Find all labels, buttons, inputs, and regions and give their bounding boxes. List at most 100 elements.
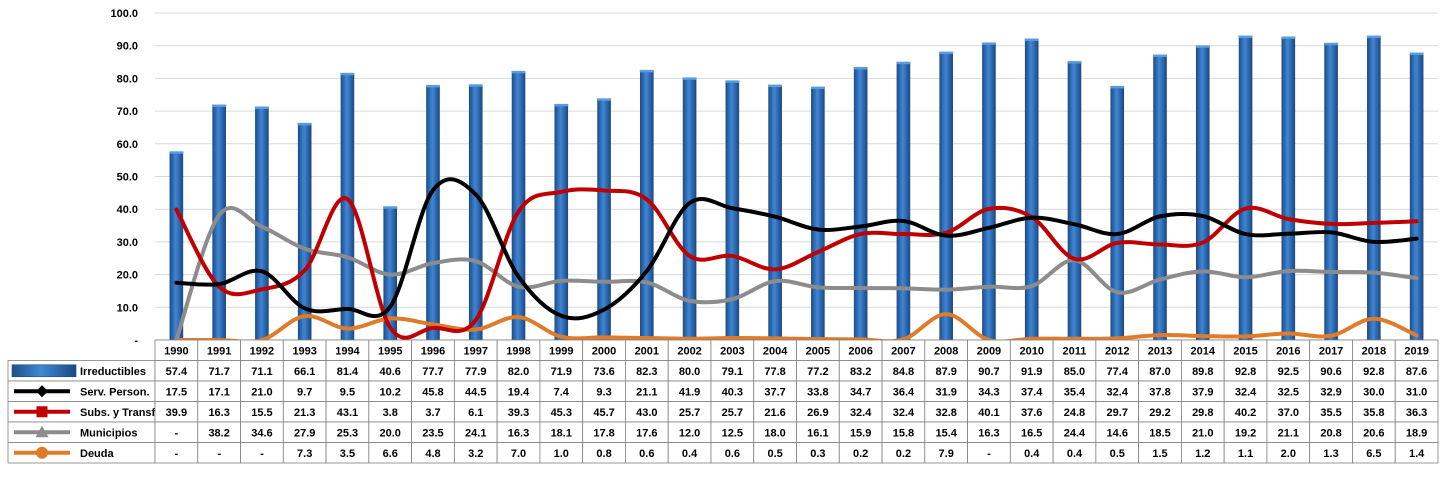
y-tick-label: 90.0 [117, 41, 138, 53]
x-category-label: 1994 [335, 345, 360, 357]
bar [1153, 55, 1167, 341]
series-line-serv-person- [174, 177, 1419, 321]
data-label: 19.4 [508, 386, 530, 398]
data-label: 80.0 [679, 366, 700, 378]
data-label: 25.3 [337, 427, 358, 439]
data-label: 45.3 [551, 407, 572, 419]
data-label: 27.9 [294, 427, 315, 439]
bar [169, 152, 184, 341]
data-label: 20.8 [1320, 427, 1341, 439]
data-label: 7.3 [297, 448, 312, 460]
bar-cap [340, 72, 355, 76]
bar-cap [1067, 61, 1082, 64]
data-label: 7.0 [511, 448, 526, 460]
data-label: - [175, 448, 179, 460]
bar-cap [810, 86, 825, 90]
data-label: 17.1 [208, 386, 229, 398]
legend-label: Irreductibles [80, 366, 146, 378]
data-label: 87.0 [1149, 366, 1170, 378]
data-label: 35.4 [1064, 386, 1086, 398]
data-label: 82.0 [508, 366, 529, 378]
y-tick-label: 50.0 [117, 172, 138, 184]
data-label: 37.7 [764, 386, 785, 398]
x-category-label: 2015 [1233, 345, 1257, 357]
data-label: 37.8 [1149, 386, 1170, 398]
bar-cap [1409, 52, 1424, 56]
data-label: 24.8 [1064, 407, 1085, 419]
data-label: 31.0 [1406, 386, 1427, 398]
legend-key-bar [11, 364, 77, 378]
data-label: 32.8 [935, 407, 956, 419]
data-label: 37.0 [1278, 407, 1299, 419]
x-category-label: 2005 [806, 345, 830, 357]
data-label: 40.2 [1235, 407, 1256, 419]
bar-cap [1324, 42, 1339, 46]
data-label: 18.0 [764, 427, 785, 439]
data-label: 41.9 [679, 386, 700, 398]
x-category-label: 2012 [1105, 345, 1129, 357]
data-label: 3.2 [468, 448, 483, 460]
bar [1024, 39, 1039, 341]
data-label: 23.5 [422, 427, 443, 439]
data-label: 16.3 [208, 407, 229, 419]
bar-cap [1153, 54, 1168, 58]
data-label: 40.3 [722, 386, 743, 398]
x-category-label: 2018 [1362, 345, 1386, 357]
data-label: 30.0 [1363, 386, 1384, 398]
legend-marker-square [36, 406, 48, 418]
bar-cap [1238, 35, 1253, 39]
data-label: 37.9 [1192, 386, 1213, 398]
data-label: 29.8 [1192, 407, 1213, 419]
x-category-label: 2006 [848, 345, 872, 357]
y-tick-label: 80.0 [117, 73, 138, 85]
bar-cap [853, 66, 868, 70]
data-label: 0.6 [725, 448, 740, 460]
data-label: 0.2 [853, 448, 868, 460]
data-label: 17.8 [593, 427, 614, 439]
bar [939, 52, 953, 341]
bar-cap [212, 104, 227, 108]
y-tick-label: 60.0 [117, 139, 138, 151]
x-category-label: 1990 [164, 345, 188, 357]
data-label: 34.7 [850, 386, 871, 398]
legend-label: Serv. Person. [80, 386, 150, 398]
data-label: 19.2 [1235, 427, 1256, 439]
y-tick-label: 40.0 [117, 204, 138, 216]
bar-cap [1195, 45, 1210, 48]
bar [896, 62, 911, 341]
data-label: 90.7 [978, 366, 999, 378]
data-label: 6.1 [468, 407, 483, 419]
data-label: 90.6 [1320, 366, 1341, 378]
data-label: 25.7 [722, 407, 743, 419]
data-label: 25.7 [679, 407, 700, 419]
x-category-label: 2002 [677, 345, 701, 357]
x-category-label: 2008 [934, 345, 958, 357]
y-tick-label: 70.0 [117, 106, 138, 118]
x-category-label: 2004 [763, 345, 788, 357]
legend-label: Subs. y Transf [80, 407, 156, 419]
data-label: 39.9 [166, 407, 187, 419]
data-label: 33.8 [807, 386, 828, 398]
data-label: 0.4 [1067, 448, 1083, 460]
legend-marker-diamond [36, 385, 48, 398]
data-label: 21.1 [636, 386, 657, 398]
bar [982, 43, 996, 341]
data-label: 40.1 [978, 407, 999, 419]
data-label: 9.7 [297, 386, 312, 398]
data-label: 18.9 [1406, 427, 1427, 439]
data-label: 92.8 [1363, 366, 1384, 378]
data-label: 43.0 [636, 407, 657, 419]
data-label: 15.4 [935, 427, 957, 439]
data-label: 15.9 [850, 427, 871, 439]
data-label: 57.4 [166, 366, 188, 378]
bar-cap [639, 69, 654, 73]
x-category-label: 2013 [1148, 345, 1172, 357]
data-label: 9.3 [596, 386, 611, 398]
table-cell [1394, 442, 1439, 464]
data-label: 0.4 [682, 448, 698, 460]
data-label: 66.1 [294, 366, 315, 378]
bar-cap [768, 84, 783, 88]
data-label: 35.8 [1363, 407, 1384, 419]
data-label: 77.7 [422, 366, 443, 378]
x-category-label: 1997 [464, 345, 488, 357]
